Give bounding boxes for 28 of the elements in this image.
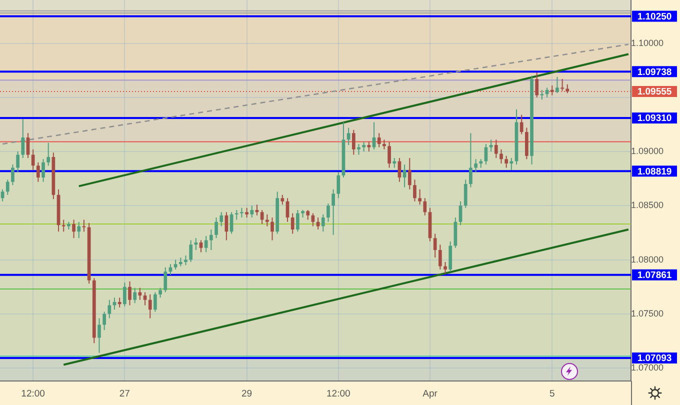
candlestick — [357, 144, 360, 155]
ref-line-label: 1.09310 — [637, 113, 672, 124]
y-tick-label: 1.08500 — [630, 200, 664, 210]
ref-line-label: 1.10250 — [637, 11, 672, 22]
candlestick — [560, 79, 564, 91]
candlestick — [540, 90, 544, 100]
ref-line-label: 1.09555 — [637, 86, 672, 98]
candlestick — [82, 220, 86, 232]
candlestick — [265, 214, 269, 226]
x-tick-label: 12:00 — [326, 388, 350, 400]
candlestick — [418, 189, 422, 205]
y-tick-label: 1.09000 — [630, 146, 664, 156]
x-tick-label: 29 — [242, 388, 252, 400]
ref-line-label: 1.07861 — [637, 270, 672, 281]
y-tick-label: 1.07000 — [630, 362, 664, 372]
ref-line-label: 1.08819 — [637, 166, 672, 178]
y-tick-label: 1.08000 — [630, 254, 664, 264]
candlestick — [245, 208, 248, 218]
ref-line-label: 1.07093 — [637, 353, 672, 364]
candlestick — [62, 220, 66, 232]
y-tick-label: 1.07500 — [630, 308, 664, 318]
x-tick-label: 5 — [549, 388, 555, 400]
x-tick-label: 27 — [119, 388, 130, 400]
x-tick-label: 12:00 — [21, 388, 45, 400]
candlestick — [234, 210, 238, 220]
ref-line-label: 1.09738 — [637, 66, 672, 78]
y-tick-label: 1.10000 — [630, 38, 664, 48]
x-tick-label: Apr — [422, 388, 438, 400]
